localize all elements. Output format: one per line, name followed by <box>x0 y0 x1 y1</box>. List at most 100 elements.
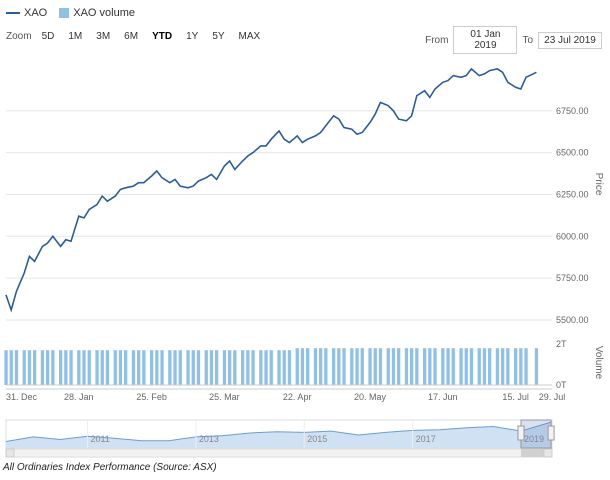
line-legend-icon <box>6 12 20 14</box>
x-tick-label: 29. Jul <box>539 392 566 402</box>
volume-bar <box>87 350 91 385</box>
volume-bar <box>488 348 492 385</box>
x-tick-label: 22. Apr <box>283 392 312 402</box>
volume-bar <box>40 350 45 385</box>
scroll-right-arrow-icon[interactable] <box>543 448 553 458</box>
volume-bar <box>397 348 401 385</box>
volume-bar <box>246 350 250 385</box>
from-date-input[interactable]: 01 Jan 2019 <box>453 26 518 54</box>
volume-bar <box>113 350 117 385</box>
legend-item-xao[interactable]: XAO <box>6 7 47 19</box>
volume-bar <box>264 350 268 385</box>
volume-bar <box>14 350 19 385</box>
volume-bar <box>69 350 73 385</box>
volume-tick-label: 2T <box>556 339 567 349</box>
navigator-scrollbar-track[interactable] <box>5 448 553 458</box>
x-tick-label: 17. Jun <box>428 392 458 402</box>
zoom-button-1y[interactable]: 1Y <box>186 30 199 42</box>
navigator[interactable]: 2011 2013 2015 2017 2019 <box>5 419 555 458</box>
volume-bar <box>313 348 318 385</box>
navigator-year-label: 2019 <box>524 434 544 444</box>
volume-bar <box>77 350 81 385</box>
zoom-label: Zoom <box>6 30 32 42</box>
volume-bar <box>495 348 500 385</box>
volume-bar <box>33 350 37 385</box>
volume-bar <box>287 350 292 385</box>
volume-bar <box>233 350 237 385</box>
x-tick-label: 20. May <box>354 392 387 402</box>
volume-bar <box>209 350 214 385</box>
legend-item-xao-volume[interactable]: XAO volume <box>59 7 135 19</box>
volume-bar <box>337 348 341 385</box>
volume-bar <box>204 350 208 385</box>
navigator-handle[interactable] <box>517 425 525 441</box>
volume-bar <box>300 348 305 385</box>
volume-bar <box>124 350 128 385</box>
volume-bar <box>27 350 32 385</box>
volume-bar <box>410 348 414 385</box>
volume-bar <box>131 350 136 385</box>
volume-bar <box>259 350 263 385</box>
volume-bar <box>368 348 372 385</box>
volume-bar <box>469 348 474 385</box>
volume-bar <box>360 348 364 385</box>
volume-bar <box>482 348 487 385</box>
zoom-button-3m[interactable]: 3M <box>96 30 111 42</box>
chart-legend: XAO XAO volume <box>6 6 147 20</box>
volume-axis-label: Volume <box>593 346 604 380</box>
volume-bar <box>386 348 390 385</box>
volume-bar <box>222 350 227 385</box>
price-tick-label: 6000.00 <box>556 231 589 241</box>
volume-bar <box>332 348 336 385</box>
legend-label-xao: XAO <box>24 7 48 19</box>
price-tick-label: 5750.00 <box>556 273 589 283</box>
navigator-handle[interactable] <box>547 425 555 441</box>
volume-bar <box>373 348 377 385</box>
zoom-button-5y[interactable]: 5Y <box>212 30 225 42</box>
volume-bar <box>196 350 201 385</box>
scroll-left-arrow-icon[interactable] <box>5 448 15 458</box>
navigator-line <box>5 421 552 442</box>
x-tick-label: 15. Jul <box>502 392 529 402</box>
price-tick-label: 6750.00 <box>556 106 589 116</box>
price-series-line[interactable] <box>5 67 537 313</box>
zoom-button-5d[interactable]: 5D <box>41 30 55 42</box>
zoom-button-6m[interactable]: 6M <box>124 30 139 42</box>
navigator-year-label: 2017 <box>416 434 436 444</box>
volume-bar <box>118 350 123 385</box>
volume-bar <box>378 348 383 385</box>
volume-bar <box>324 348 328 385</box>
volume-bar <box>4 350 8 385</box>
volume-bar <box>137 350 141 385</box>
to-date-input[interactable]: 23 Jul 2019 <box>538 31 602 49</box>
navigator-scrollbar-thumb[interactable] <box>520 449 552 457</box>
volume-bar <box>82 350 86 385</box>
volume-bar <box>46 350 50 385</box>
to-label: To <box>522 34 533 46</box>
volume-bar <box>191 350 195 385</box>
zoom-button-ytd[interactable]: YTD <box>152 30 173 42</box>
x-tick-label: 25. Mar <box>209 392 240 402</box>
navigator-year-label: 2013 <box>199 434 219 444</box>
zoom-button-1m[interactable]: 1M <box>68 30 83 42</box>
volume-bar <box>319 348 323 385</box>
volume-bar <box>519 348 523 385</box>
volume-bar <box>295 348 299 385</box>
volume-bar <box>251 350 255 385</box>
navigator-selection[interactable] <box>520 419 552 449</box>
volume-bar <box>524 348 528 385</box>
volume-bar <box>446 348 450 385</box>
zoom-controls: Zoom 5D 1M 3M 6M YTD 1Y 5Y MAX <box>6 28 270 44</box>
volume-bar <box>22 350 26 385</box>
volume-bar <box>404 348 409 385</box>
zoom-button-max[interactable]: MAX <box>238 30 261 42</box>
price-tick-label: 5500.00 <box>556 315 589 325</box>
volume-bar <box>451 348 455 385</box>
volume-bar <box>95 350 99 385</box>
volume-bar <box>228 350 232 385</box>
volume-bar <box>64 350 68 385</box>
from-label: From <box>425 34 449 46</box>
volume-bar <box>51 350 55 385</box>
volume-bar <box>160 350 164 385</box>
